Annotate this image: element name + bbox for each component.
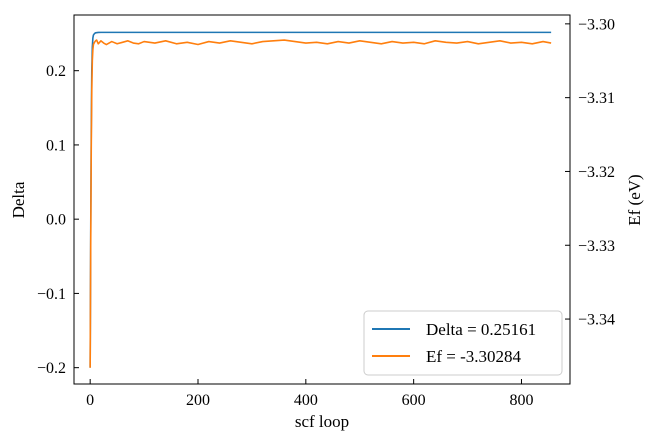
y-axis-left: −0.2 −0.1 0.0 0.1 0.2 — [37, 63, 79, 377]
y2-tick-label: −3.30 — [578, 16, 615, 33]
legend: Delta = 0.25161 Ef = -3.30284 — [363, 310, 563, 376]
x-tick-label: 400 — [294, 392, 318, 409]
x-tick-label: 800 — [509, 392, 533, 409]
plot-frame — [73, 14, 571, 385]
y-tick-label: 0.2 — [46, 63, 66, 80]
plot-lines — [89, 31, 552, 368]
x-tick-label: 0 — [86, 392, 94, 409]
x-tick-label: 600 — [402, 392, 426, 409]
legend-label-delta: Delta = 0.25161 — [426, 320, 536, 339]
y2-tick-label: −3.33 — [578, 238, 615, 255]
y2-tick-label: −3.32 — [578, 164, 615, 181]
y-tick-label: −0.1 — [37, 286, 66, 303]
y-tick-label: −0.2 — [37, 360, 66, 377]
legend-box — [363, 310, 563, 376]
y-tick-label: 0.1 — [46, 137, 66, 154]
y-tick-label: 0.0 — [46, 212, 66, 229]
y-axis-label: Delta — [9, 181, 28, 218]
legend-label-ef: Ef = -3.30284 — [426, 347, 522, 366]
y2-tick-label: −3.34 — [578, 312, 615, 329]
x-axis: 0 200 400 600 800 — [86, 379, 533, 409]
series-line-ef — [89, 39, 552, 368]
y2-tick-label: −3.31 — [578, 90, 615, 107]
x-axis-label: scf loop — [295, 412, 349, 431]
y-axis-right: −3.30 −3.31 −3.32 −3.33 −3.34 — [565, 16, 615, 329]
x-tick-label: 200 — [186, 392, 210, 409]
y2-axis-label: Ef (eV) — [625, 174, 644, 225]
